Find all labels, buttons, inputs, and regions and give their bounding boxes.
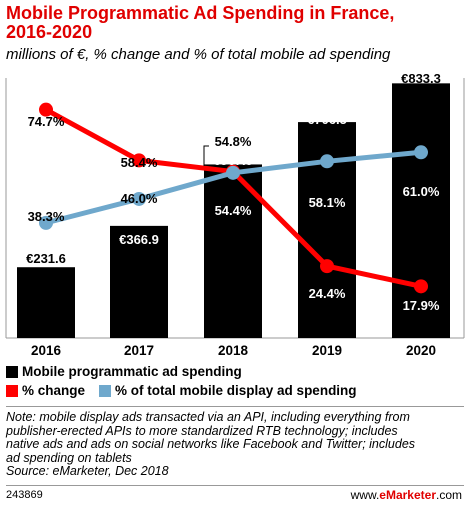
share-point-2019 [320,154,334,169]
bar-label-2018: €567.9 [213,153,253,168]
legend-row-2: % change % of total mobile display ad sp… [6,383,357,398]
chart-subtitle: millions of €, % change and % of total m… [6,46,391,63]
change-label-2019: 24.4% [309,286,346,301]
bar-2017 [110,225,168,338]
share-point-2020 [414,145,428,160]
share-point-2016 [39,215,53,230]
brand-name: eMarketer [379,488,436,502]
legend-label-spending: Mobile programmatic ad spending [22,364,242,379]
x-tick-label-2017: 2017 [124,343,154,358]
brand-suffix: .com [435,488,462,502]
x-tick-label-2020: 2020 [406,343,436,358]
share-label-2016: 38.3% [28,209,65,224]
share-point-2017 [132,191,146,206]
brand-prefix: www. [350,488,380,502]
bar-label-2020: €833.3 [401,71,441,86]
bar-2020 [392,83,450,338]
chart-title-line2: 2016-2020 [6,22,93,42]
chart-note: Note: mobile display ads transacted via … [6,410,466,479]
chart-title-line1: Mobile Programmatic Ad Spending in Franc… [6,3,395,23]
share-label-2020: 61.0% [403,184,440,199]
note-line-2: publisher-erected APIs to more standardi… [6,423,398,438]
legend-swatch-change [6,384,18,397]
note-source: Source: eMarketer, Dec 2018 [6,464,169,478]
legend-swatch-spending [6,365,18,378]
change-point-2016 [39,102,53,117]
legend-swatch-share [99,384,112,397]
legend-label-change: % change [22,383,86,398]
x-tick-label-2016: 2016 [31,343,62,358]
bar-2016 [17,267,75,338]
change-label-2016: 74.7% [28,114,65,129]
change-label-2018: 54.8% [215,134,252,149]
legend-item-spending: Mobile programmatic ad spending [6,364,242,379]
share-label-2017: 46.0% [121,191,158,206]
change-point-2017 [132,153,146,168]
change-label-2020: 17.9% [403,298,440,313]
brand-link[interactable]: www.eMarketer.com [351,488,462,502]
bar-label-2017: €366.9 [119,232,159,247]
note-line-3: native ads and ads on social networks li… [6,437,416,451]
x-tick-label-2018: 2018 [218,343,249,358]
chart-id: 243869 [6,489,43,501]
share-point-2018 [226,165,240,180]
legend-label-share: % of total mobile display ad spending [115,383,357,398]
share-label-2018: 54.4% [215,203,252,218]
x-tick-label-2019: 2019 [312,343,342,358]
change-point-2019 [320,259,334,274]
change-label-leader-2018 [203,145,209,166]
share-label-2019: 58.1% [309,195,346,210]
divider-top [6,406,464,407]
change-label-2017: 58.4% [121,155,158,170]
chart-title: Mobile Programmatic Ad Spending in Franc… [6,4,466,42]
note-line-1: Note: mobile display ads transacted via … [6,410,410,424]
note-line-4: ad spending on tablets [6,450,132,465]
bar-label-2019: €706.5 [307,112,347,127]
change-point-2020 [414,279,428,294]
bar-label-2016: €231.6 [26,251,66,266]
divider-bottom [6,485,464,486]
